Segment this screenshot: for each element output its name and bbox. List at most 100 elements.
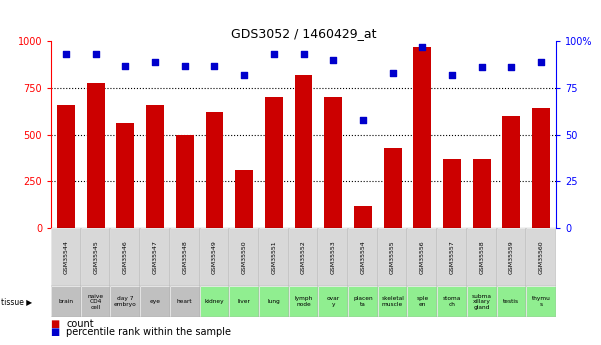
Bar [229, 286, 259, 317]
Bar [51, 286, 81, 317]
Bar [407, 286, 437, 317]
Text: sple
en: sple en [416, 296, 429, 307]
Bar [288, 286, 319, 317]
Point [239, 72, 249, 78]
Point [299, 52, 308, 57]
Bar [259, 228, 288, 286]
Point [180, 63, 189, 68]
Bar [206, 112, 224, 228]
Bar [259, 228, 288, 286]
Text: GSM35555: GSM35555 [390, 240, 395, 274]
Point [418, 44, 427, 50]
Bar [81, 286, 111, 317]
Bar [200, 228, 229, 286]
Text: lung: lung [267, 299, 280, 304]
Bar [140, 228, 170, 286]
Bar [170, 228, 200, 286]
Text: GSM35557: GSM35557 [450, 240, 454, 274]
Bar [294, 75, 313, 228]
Text: GSM35545: GSM35545 [93, 240, 98, 274]
Bar [496, 286, 526, 317]
Text: ■: ■ [51, 319, 64, 329]
Bar [81, 286, 111, 317]
Bar [51, 228, 81, 286]
Bar [325, 97, 342, 228]
Bar [443, 159, 461, 228]
Bar [235, 170, 253, 228]
Text: kidney: kidney [204, 299, 224, 304]
Bar [111, 228, 140, 286]
Bar [378, 228, 407, 286]
Bar [146, 105, 164, 228]
Title: GDS3052 / 1460429_at: GDS3052 / 1460429_at [231, 27, 376, 40]
Bar [87, 83, 105, 228]
Text: GSM35546: GSM35546 [123, 240, 128, 274]
Text: heart: heart [177, 299, 192, 304]
Text: placen
ta: placen ta [353, 296, 373, 307]
Bar [467, 286, 496, 317]
Bar [200, 286, 229, 317]
Bar [51, 286, 81, 317]
Text: day 7
embryо: day 7 embryо [114, 296, 136, 307]
Bar [407, 286, 437, 317]
Text: subma
xillary
gland: subma xillary gland [472, 294, 492, 310]
Point [61, 52, 71, 57]
Bar [437, 286, 467, 317]
Bar [288, 228, 319, 286]
Bar [319, 228, 348, 286]
Bar [229, 228, 259, 286]
Bar [319, 286, 348, 317]
Bar [348, 286, 378, 317]
Bar [51, 228, 81, 286]
Point [536, 59, 546, 65]
Bar [170, 228, 200, 286]
Bar [413, 47, 431, 228]
Bar [200, 286, 229, 317]
Bar [467, 228, 496, 286]
Text: ovar
y: ovar y [326, 296, 340, 307]
Bar [111, 286, 140, 317]
Text: lymph
node: lymph node [294, 296, 313, 307]
Bar [383, 148, 401, 228]
Text: GSM35560: GSM35560 [538, 240, 543, 274]
Bar [467, 228, 496, 286]
Point [150, 59, 160, 65]
Bar [259, 286, 288, 317]
Text: GSM35554: GSM35554 [361, 240, 365, 274]
Bar [378, 228, 407, 286]
Bar [117, 124, 134, 228]
Bar [532, 108, 550, 228]
Text: GSM35551: GSM35551 [271, 240, 276, 274]
Bar [140, 228, 170, 286]
Bar [81, 228, 111, 286]
Point [358, 117, 368, 122]
Point [388, 70, 397, 76]
Text: GSM35559: GSM35559 [509, 240, 514, 274]
Text: GSM35552: GSM35552 [301, 240, 306, 274]
Text: thymu
s: thymu s [532, 296, 551, 307]
Text: brain: brain [58, 299, 73, 304]
Text: GSM35556: GSM35556 [419, 240, 425, 274]
Text: testis: testis [503, 299, 519, 304]
Text: skeletal
muscle: skeletal muscle [381, 296, 404, 307]
Text: ■: ■ [51, 327, 64, 337]
Bar [407, 228, 437, 286]
Bar [496, 286, 526, 317]
Text: count: count [66, 319, 94, 329]
Bar [288, 228, 319, 286]
Text: GSM35550: GSM35550 [242, 240, 246, 274]
Bar [170, 286, 200, 317]
Bar [526, 286, 556, 317]
Bar [348, 228, 378, 286]
Bar [437, 286, 467, 317]
Bar [407, 228, 437, 286]
Point [328, 57, 338, 63]
Bar [526, 228, 556, 286]
Bar [259, 286, 288, 317]
Point [91, 52, 100, 57]
Bar [378, 286, 407, 317]
Bar [288, 286, 319, 317]
Bar [437, 228, 467, 286]
Point [210, 63, 219, 68]
Text: GSM35558: GSM35558 [479, 240, 484, 274]
